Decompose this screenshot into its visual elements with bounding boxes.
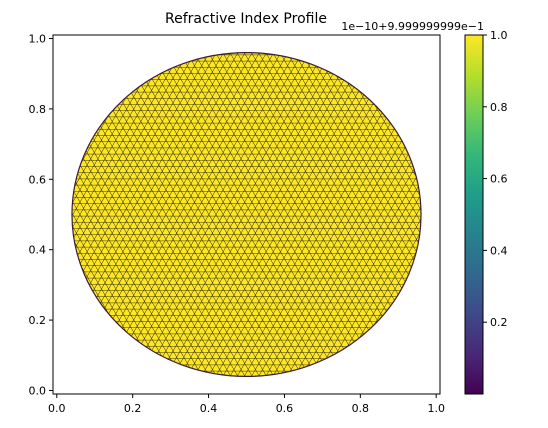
y-tick-label: 1.0 bbox=[29, 33, 47, 46]
colorbar-tick-label: 1.0 bbox=[490, 29, 508, 42]
x-tick-label: 0.8 bbox=[352, 402, 370, 415]
colorbar-offset-text: 1e−10+9.999999999e−1 bbox=[341, 20, 484, 33]
x-axis: 0.0 0.2 0.4 0.6 0.8 1.0 bbox=[48, 394, 445, 415]
colorbar-tick-label: 0.2 bbox=[490, 316, 508, 329]
colorbar-tick-label: 0.8 bbox=[490, 101, 508, 114]
colorbar-tick-label: 0.6 bbox=[490, 173, 508, 186]
colorbar-gradient bbox=[464, 34, 484, 395]
colorbar-ticks: 0.2 0.4 0.6 0.8 1.0 bbox=[483, 29, 508, 329]
colorbar: 0.2 0.4 0.6 0.8 1.0 1e−10+9.999999999e−1 bbox=[341, 20, 508, 395]
x-tick-label: 1.0 bbox=[427, 402, 445, 415]
y-tick-label: 0.8 bbox=[29, 103, 47, 116]
y-tick-label: 0.4 bbox=[29, 244, 47, 257]
axes-frame bbox=[52, 34, 441, 395]
colorbar-tick-label: 0.4 bbox=[490, 244, 508, 257]
y-tick-label: 0.6 bbox=[29, 173, 47, 186]
x-tick-label: 0.6 bbox=[276, 402, 294, 415]
y-axis: 0.0 0.2 0.4 0.6 0.8 1.0 bbox=[29, 33, 53, 397]
y-tick-label: 0.2 bbox=[29, 314, 47, 327]
x-tick-label: 0.0 bbox=[48, 402, 66, 415]
y-tick-label: 0.0 bbox=[29, 384, 47, 397]
x-tick-label: 0.4 bbox=[200, 402, 218, 415]
chart-title: Refractive Index Profile bbox=[165, 11, 327, 27]
x-tick-label: 0.2 bbox=[124, 402, 142, 415]
disk-boundary bbox=[71, 51, 422, 378]
